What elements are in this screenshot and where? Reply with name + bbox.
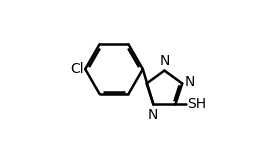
Text: N: N <box>159 54 170 68</box>
Text: N: N <box>148 108 158 122</box>
Text: N: N <box>185 75 195 89</box>
Text: SH: SH <box>187 97 206 111</box>
Text: Cl: Cl <box>70 62 84 76</box>
